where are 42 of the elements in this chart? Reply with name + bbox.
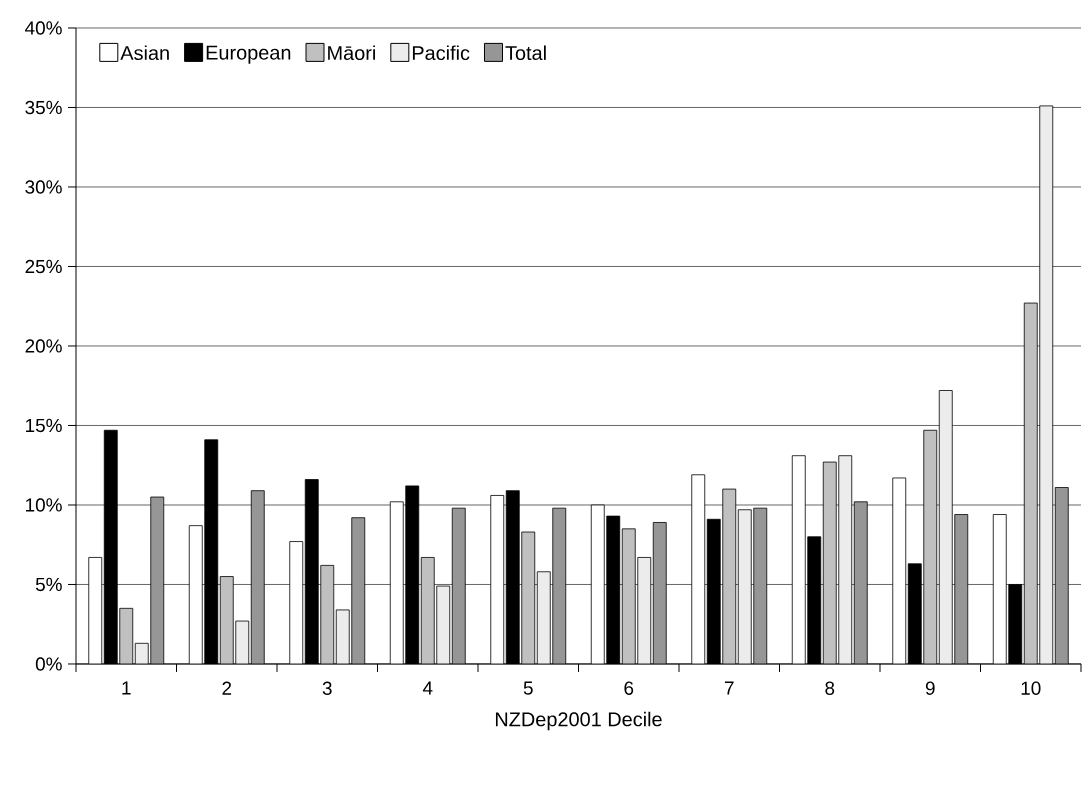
bar [421,557,435,664]
legend-label: Asian [120,45,169,61]
bar [823,462,837,664]
x-axis-title: NZDep2001 Decile [495,711,662,731]
y-tick-label: 0% [35,657,62,671]
y-tick-label: 10% [26,498,62,512]
x-tick-label: 9 [925,681,935,695]
bar [119,608,133,664]
y-tick-label: 35% [25,100,62,115]
bar [220,576,234,664]
y-tick-label: 25% [25,259,62,274]
bar [838,455,852,664]
bar [521,532,535,664]
y-tick-label: 30% [25,180,62,194]
x-tick-label: 5 [523,681,533,695]
legend-label: Māori [328,45,375,61]
y-tick-label: 20% [25,339,62,353]
bar [1039,105,1054,664]
x-tick-label: 1 [122,681,131,695]
y-tick-label: 40% [25,21,62,35]
x-tick-label: 2 [222,681,232,695]
x-tick-label: 6 [624,681,634,695]
y-tick-label: 5% [35,577,62,592]
bar [622,528,636,664]
bar [320,565,334,664]
bar [722,489,736,664]
x-tick-label: 7 [724,681,734,695]
x-tick-label: 3 [322,681,332,695]
y-tick-label: 15% [26,418,62,433]
bar [939,390,953,664]
bar [738,509,752,664]
x-tick-label: 4 [422,681,433,695]
bar [923,430,937,664]
legend-label: Pacific [412,45,470,61]
legend-label: Total [505,45,546,61]
bar [537,571,551,664]
x-tick-label: 8 [825,681,835,695]
bar [436,586,450,664]
x-tick-label: 10 [1021,681,1041,695]
bar [1023,302,1038,664]
legend-label: European [206,45,291,64]
bar [637,557,651,664]
